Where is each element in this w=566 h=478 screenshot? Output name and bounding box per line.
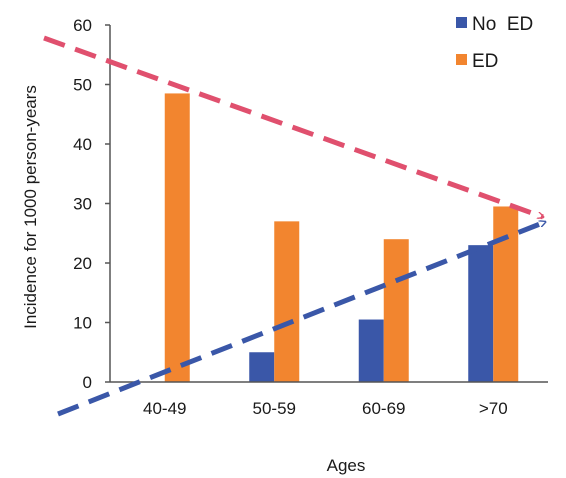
bar-ed-3 bbox=[383, 239, 409, 382]
y-tick-label: 50 bbox=[73, 76, 92, 95]
y-tick-label: 0 bbox=[83, 373, 92, 392]
decreasing-trend-arrow bbox=[43, 35, 543, 220]
legend-label-ed: ED bbox=[472, 51, 498, 72]
increasing-trend-arrow bbox=[57, 219, 545, 417]
x-category-label: >70 bbox=[479, 399, 508, 418]
category-labels: 40-49 50-59 60-69 >70 bbox=[143, 399, 508, 418]
y-tick-labels: 0 10 20 30 40 50 60 bbox=[73, 16, 92, 392]
bar-ed-2 bbox=[274, 221, 300, 382]
bar-no-ed-2 bbox=[249, 352, 275, 382]
x-category-label: 50-59 bbox=[253, 399, 296, 418]
x-category-label: 60-69 bbox=[362, 399, 405, 418]
bar-ed-4 bbox=[493, 206, 519, 382]
y-tick-label: 30 bbox=[73, 195, 92, 214]
bar-no-ed-3 bbox=[358, 319, 384, 382]
legend-swatch-ed bbox=[456, 54, 467, 65]
axes bbox=[105, 24, 548, 383]
legend: No ED ED bbox=[456, 14, 533, 72]
y-tick-label: 40 bbox=[73, 135, 92, 154]
legend-swatch-no-ed bbox=[456, 17, 467, 28]
bar-ed-1 bbox=[164, 93, 190, 383]
x-category-label: 40-49 bbox=[143, 399, 186, 418]
y-tick-label: 60 bbox=[73, 16, 92, 35]
bars bbox=[164, 93, 519, 383]
legend-label-no-ed: No ED bbox=[472, 14, 533, 35]
x-axis-title: Ages bbox=[327, 456, 366, 475]
y-tick-label: 20 bbox=[73, 254, 92, 273]
bar-no-ed-4 bbox=[468, 245, 494, 382]
y-axis-title: Incidence for 1000 person-years bbox=[21, 85, 40, 329]
y-tick-label: 10 bbox=[73, 314, 92, 333]
